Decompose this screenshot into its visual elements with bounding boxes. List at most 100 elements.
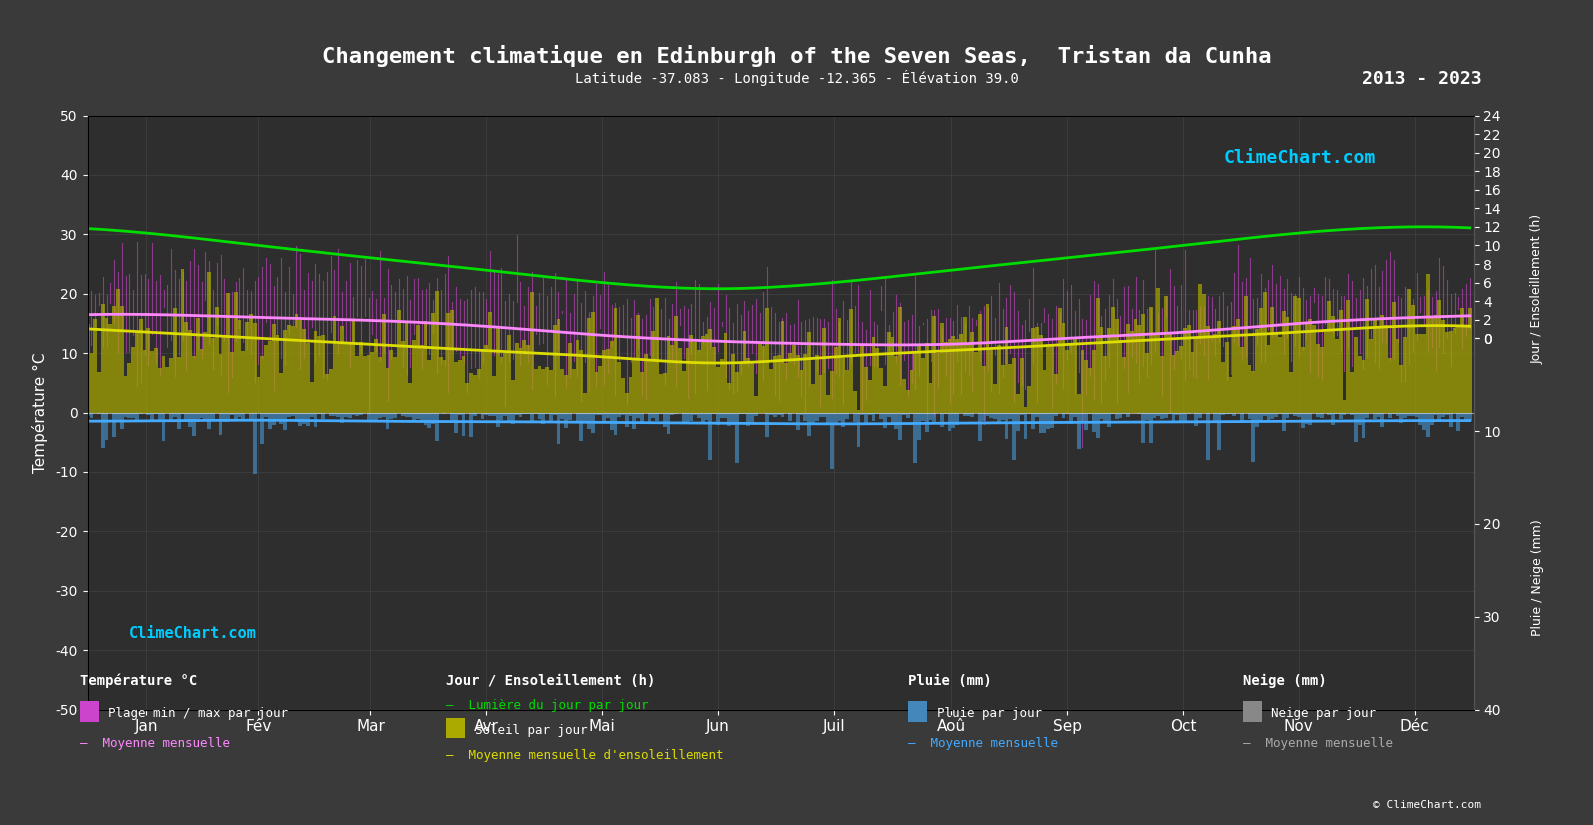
Bar <box>229 412 234 414</box>
Bar <box>534 412 537 414</box>
Bar <box>586 412 591 429</box>
Bar <box>1247 412 1252 419</box>
Text: —  Lumière du jour par jour: — Lumière du jour par jour <box>446 700 648 713</box>
Bar <box>421 412 424 421</box>
Bar <box>193 412 196 436</box>
Bar <box>750 361 753 412</box>
Bar <box>1365 412 1368 417</box>
Bar <box>723 412 728 418</box>
Text: ClimeChart.com: ClimeChart.com <box>129 626 256 641</box>
Bar <box>333 316 336 412</box>
Bar <box>586 318 591 412</box>
Bar <box>970 332 975 412</box>
Bar <box>1141 314 1145 412</box>
Bar <box>1239 412 1244 422</box>
Bar <box>328 369 333 412</box>
Bar <box>1327 301 1332 412</box>
Bar <box>1145 412 1149 420</box>
Bar <box>135 331 139 412</box>
Bar <box>523 340 526 412</box>
Bar <box>846 370 849 412</box>
Text: Plage min / max par jour: Plage min / max par jour <box>108 707 288 720</box>
Bar <box>841 412 846 427</box>
Bar <box>363 356 366 412</box>
Bar <box>1118 340 1123 412</box>
Bar <box>1184 412 1187 422</box>
Bar <box>898 412 902 440</box>
Bar <box>432 412 435 424</box>
Bar <box>352 320 355 412</box>
Bar <box>416 325 421 412</box>
Bar <box>1373 318 1376 412</box>
Bar <box>883 385 887 412</box>
Bar <box>124 412 127 417</box>
Bar <box>1278 337 1282 412</box>
Bar <box>344 342 347 412</box>
Bar <box>443 360 446 412</box>
Bar <box>1220 412 1225 415</box>
Bar <box>1233 326 1236 412</box>
Bar <box>951 337 956 412</box>
Bar <box>116 290 119 412</box>
Bar <box>871 412 876 421</box>
Bar <box>602 350 605 412</box>
Text: Latitude -37.083 - Longitude -12.365 - Élévation 39.0: Latitude -37.083 - Longitude -12.365 - É… <box>575 70 1018 86</box>
Bar <box>1368 339 1373 412</box>
Bar <box>629 377 632 412</box>
Bar <box>1179 412 1184 422</box>
Bar <box>470 412 473 437</box>
Bar <box>454 412 457 433</box>
Bar <box>769 412 773 415</box>
Bar <box>1077 412 1080 450</box>
Bar <box>1294 412 1297 417</box>
Bar <box>253 323 256 412</box>
Bar <box>765 412 769 436</box>
Bar <box>1282 412 1286 431</box>
Bar <box>309 412 314 417</box>
Bar <box>962 317 967 412</box>
Bar <box>1266 345 1270 412</box>
Bar <box>1137 325 1141 412</box>
Bar <box>405 412 408 417</box>
Bar <box>671 345 674 412</box>
Bar <box>150 351 155 412</box>
Bar <box>1115 412 1118 419</box>
Bar <box>1066 412 1069 414</box>
Bar <box>940 412 943 427</box>
Bar <box>279 373 284 412</box>
Bar <box>997 345 1000 412</box>
Bar <box>161 412 166 441</box>
Bar <box>712 412 715 414</box>
Bar <box>333 412 336 417</box>
Bar <box>1157 412 1160 416</box>
Bar <box>457 360 462 412</box>
Bar <box>378 356 382 412</box>
Bar <box>808 332 811 412</box>
Bar <box>462 356 465 412</box>
Bar <box>978 314 981 412</box>
Bar <box>298 412 303 427</box>
Bar <box>105 412 108 440</box>
Bar <box>1400 412 1403 423</box>
Bar <box>268 341 272 412</box>
Bar <box>1168 412 1172 413</box>
Bar <box>940 323 943 412</box>
Bar <box>640 412 644 423</box>
Bar <box>814 412 819 421</box>
Bar <box>215 308 218 412</box>
Bar <box>1255 412 1258 427</box>
Bar <box>401 412 405 416</box>
Bar <box>1005 327 1008 412</box>
Bar <box>682 412 685 423</box>
Bar <box>272 412 276 425</box>
Bar <box>457 412 462 415</box>
Bar <box>811 384 814 412</box>
Bar <box>1157 288 1160 412</box>
Bar <box>1445 412 1450 415</box>
Bar <box>1316 345 1319 412</box>
Bar <box>1176 351 1179 412</box>
Bar <box>986 412 989 417</box>
Bar <box>811 412 814 424</box>
Bar <box>1384 325 1388 412</box>
Bar <box>314 331 317 412</box>
